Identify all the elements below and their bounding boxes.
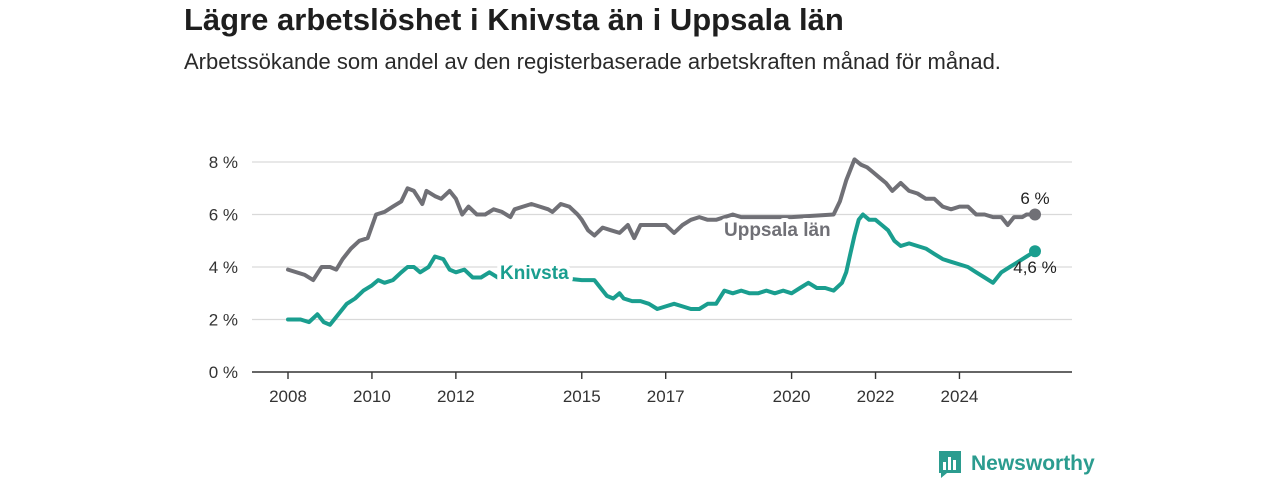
- y-tick-label: 6 %: [209, 206, 238, 225]
- x-tick-label: 2020: [773, 387, 811, 406]
- y-tick-label: 0 %: [209, 363, 238, 382]
- bar-chart-logo-icon: [939, 451, 961, 478]
- y-tick-label: 2 %: [209, 311, 238, 330]
- y-axis-ticks: 0 % 2 % 4 % 6 % 8 %: [209, 153, 238, 382]
- x-tick-label: 2024: [941, 387, 979, 406]
- series-line-uppsala: [286, 157, 1037, 283]
- end-point-marker: [1029, 245, 1041, 258]
- x-tick-label: 2012: [437, 387, 475, 406]
- brand-name: Newsworthy: [971, 452, 1095, 475]
- x-tick-label: 2008: [269, 387, 307, 406]
- y-tick-label: 8 %: [209, 153, 238, 172]
- series-line-knivsta: [286, 212, 1037, 327]
- series-labels: Uppsala län Knivsta 6 % 4,6 %: [496, 189, 1057, 288]
- chart-title: Lägre arbetslöshet i Knivsta än i Uppsal…: [184, 2, 844, 37]
- end-value-uppsala: 6 %: [1020, 189, 1049, 208]
- x-axis: 2008 2010 2012 2015 2017 2020 2022 2024: [252, 371, 1072, 406]
- x-tick-label: 2010: [353, 387, 391, 406]
- x-tick-label: 2022: [857, 387, 895, 406]
- series-label-knivsta: Knivsta: [500, 263, 569, 284]
- grid-lines: [252, 161, 1072, 321]
- x-tick-label: 2015: [563, 387, 601, 406]
- brand-logo[interactable]: Newsworthy: [937, 449, 1095, 479]
- x-tick-label: 2017: [647, 387, 685, 406]
- chart-subtitle: Arbetssökande som andel av den registerb…: [184, 49, 1001, 74]
- series-lines: [286, 157, 1041, 327]
- y-tick-label: 4 %: [209, 258, 238, 277]
- end-point-marker: [1029, 208, 1041, 221]
- line-chart: 0 % 2 % 4 % 6 % 8 % 2008 2010 2012 2015 2017 2020…: [209, 153, 1072, 406]
- end-value-knivsta: 4,6 %: [1013, 258, 1056, 277]
- series-label-uppsala: Uppsala län: [724, 220, 831, 241]
